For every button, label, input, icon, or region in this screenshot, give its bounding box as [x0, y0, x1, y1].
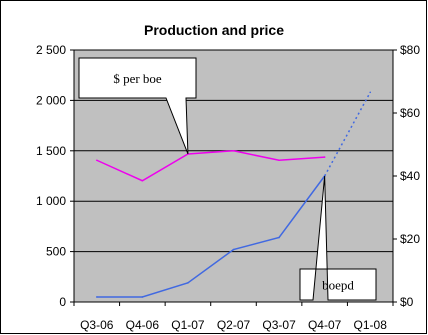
x-tick-label: Q2-07 [217, 318, 251, 332]
y-right-tick-label: $40 [400, 169, 420, 183]
x-tick-label: Q4-07 [308, 318, 342, 332]
callout-box [78, 57, 197, 155]
y-right-tick-label: $60 [400, 106, 420, 120]
y-left-tick-label: 2 500 [36, 43, 66, 57]
data-point [232, 248, 235, 251]
callouts: $ per boe boepd [78, 57, 377, 301]
y-right-tick-label: $20 [400, 232, 420, 246]
data-point [95, 159, 98, 162]
y-left-tick-label: 1 000 [36, 194, 66, 208]
series-line-projection [323, 91, 371, 177]
series-line-boepd [96, 175, 326, 298]
callout-box [299, 175, 377, 301]
axes: 0 500 1 000 1 500 2 000 2 500 $0 $20 $40 $60 $80 Q3… [36, 43, 420, 332]
y-right-tick-label: $0 [400, 295, 414, 309]
callout-label: $ per boe [113, 71, 162, 86]
y-right-tick-label: $80 [400, 43, 420, 57]
data-point [141, 179, 144, 182]
y-left-tick-label: 2 000 [36, 93, 66, 107]
data-point [95, 296, 98, 298]
data-point [141, 296, 144, 298]
data-point [232, 150, 235, 152]
x-tick-label: Q3-07 [262, 318, 296, 332]
data-point [323, 156, 326, 158]
x-tick-label: Q1-07 [171, 318, 205, 332]
data-point [278, 159, 280, 162]
y-left-tick-label: 500 [46, 245, 66, 259]
data-point [369, 91, 372, 94]
data-point [187, 282, 189, 284]
x-tick-label: Q3-06 [80, 318, 114, 332]
callout-label: boepd [322, 278, 354, 293]
series-line--per-boe [96, 150, 325, 182]
x-tick-label: Q4-06 [126, 318, 160, 332]
x-tick-label: Q1-08 [354, 318, 388, 332]
chart-title: Production and price [144, 22, 284, 38]
data-point [278, 236, 280, 239]
y-left-tick-label: 1 500 [36, 144, 66, 158]
y-left-tick-label: 0 [59, 295, 66, 309]
series-lines [95, 91, 372, 298]
